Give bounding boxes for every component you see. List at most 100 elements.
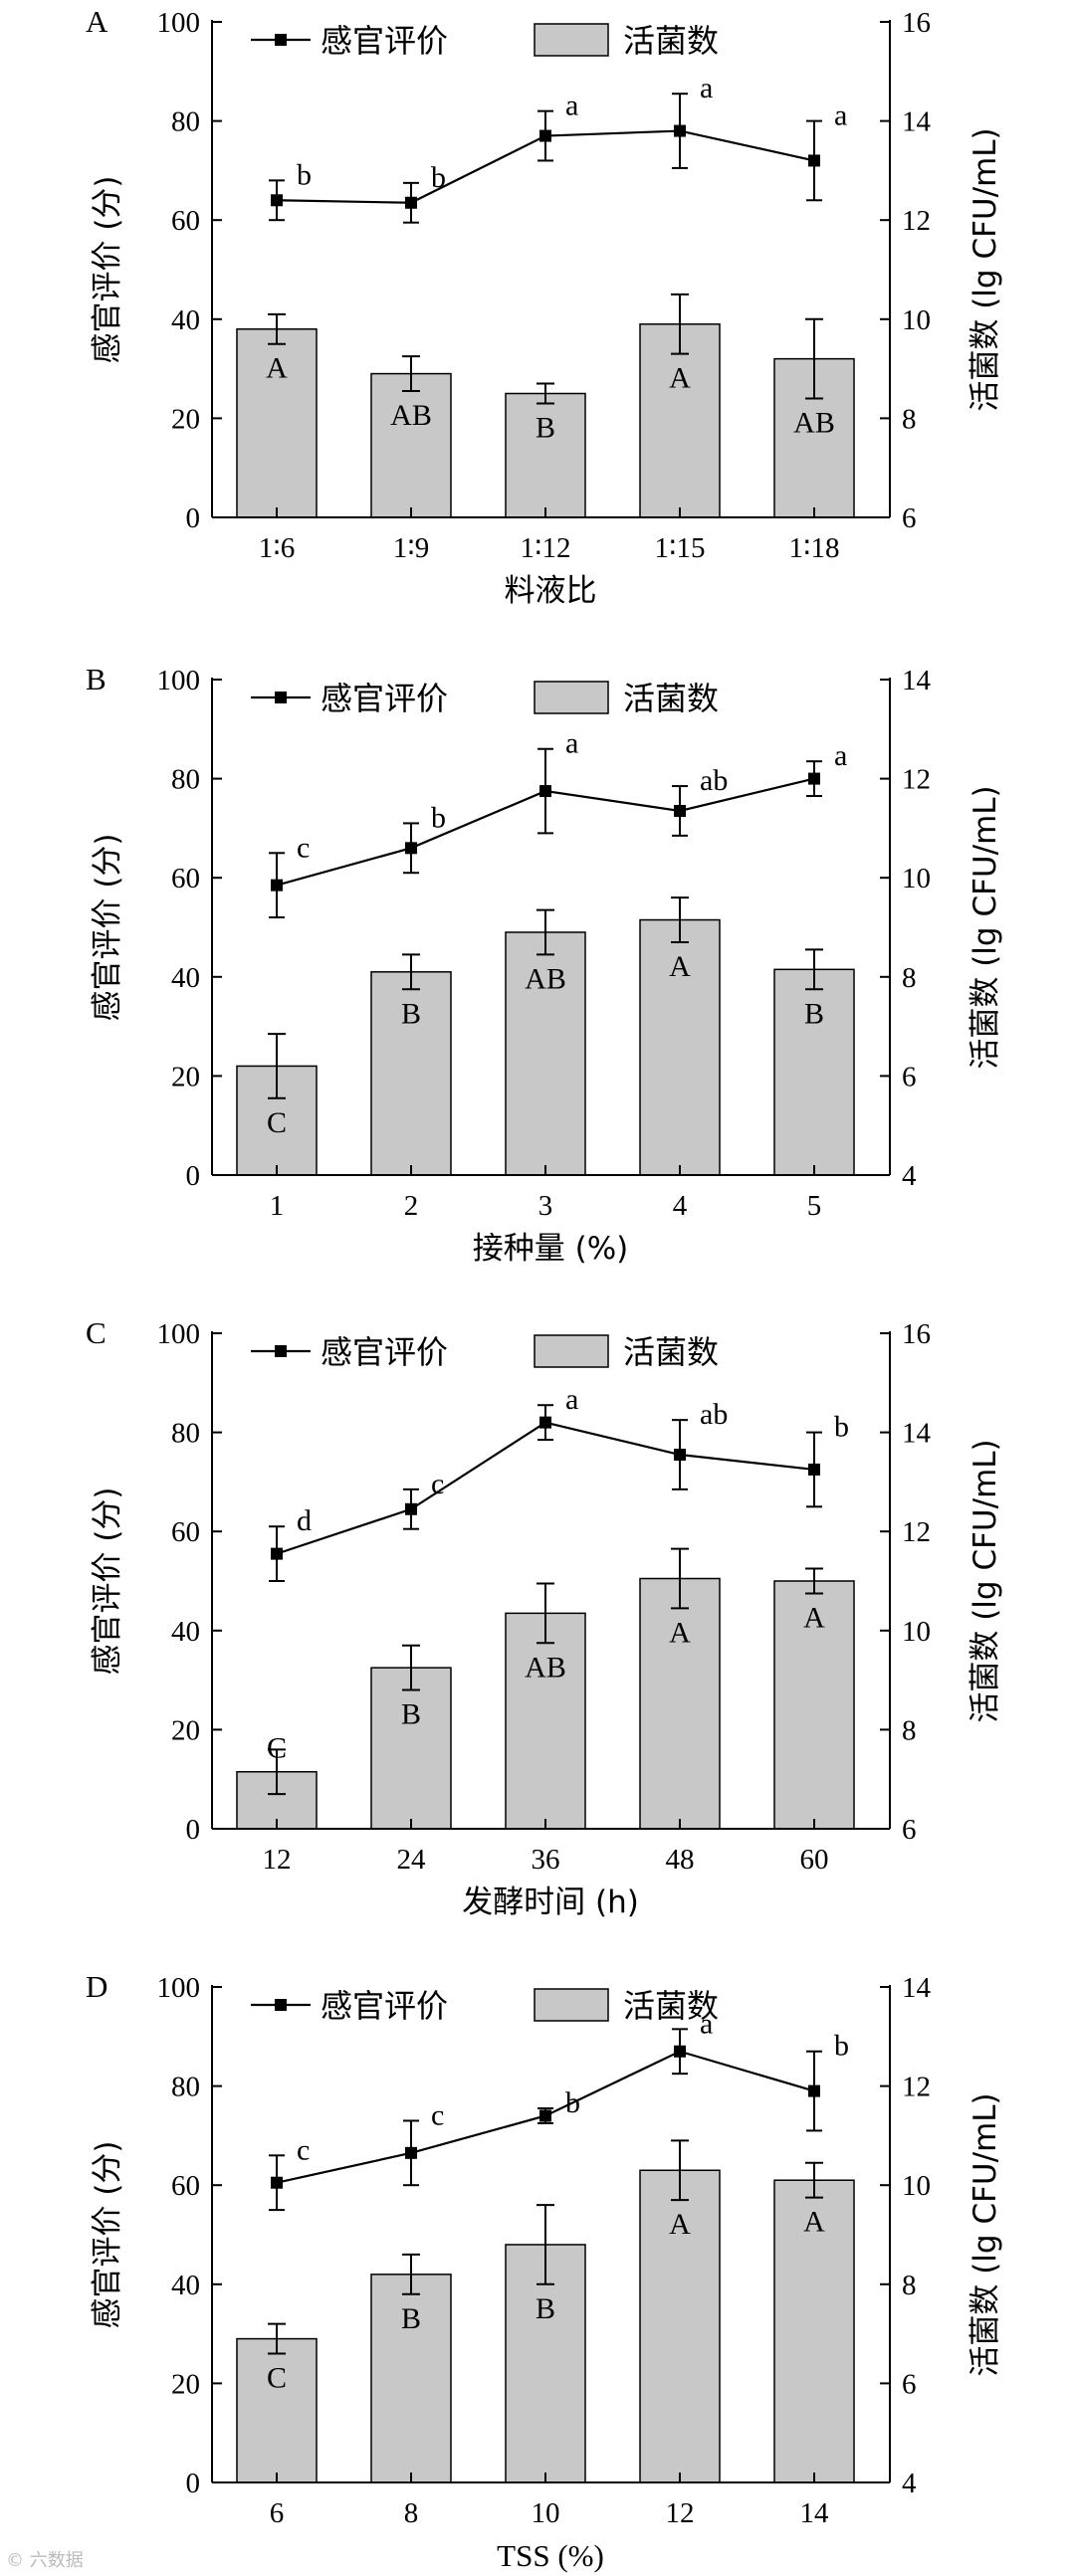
watermark: © 六数据 xyxy=(6,2550,84,2571)
legend-bar-label: 活菌数 xyxy=(623,680,719,717)
x-tick-label: 14 xyxy=(800,2497,830,2529)
line-point-1-0 xyxy=(271,879,283,892)
left-tick-label: 60 xyxy=(171,863,200,894)
legend-line-marker xyxy=(275,34,287,46)
bar-3-0 xyxy=(236,2337,318,2483)
legend-bar-label: 活菌数 xyxy=(623,1333,719,1371)
bar-sig-label: B xyxy=(401,2302,421,2335)
left-tick-label: 60 xyxy=(171,205,200,237)
legend-line-label: 感官评价 xyxy=(321,22,448,60)
x-tick-label: 10 xyxy=(532,2497,560,2529)
line-point-3-3 xyxy=(674,2045,686,2058)
line-point-0-4 xyxy=(808,154,820,167)
bar-sig-label: A xyxy=(803,1601,825,1634)
left-tick-label: 80 xyxy=(171,764,200,796)
line-sig-label: b xyxy=(834,2030,849,2063)
left-axis-title: 感官评价 (分) xyxy=(90,833,125,1021)
x-tick-label: 24 xyxy=(397,1844,427,1876)
right-tick-label: 16 xyxy=(902,1318,931,1350)
bar-sig-label: C xyxy=(267,1106,287,1139)
line-sig-label: c xyxy=(297,2133,310,2166)
line-point-0-3 xyxy=(674,124,686,137)
left-tick-label: 100 xyxy=(157,1318,201,1350)
line-series-2 xyxy=(276,1421,815,1555)
line-point-2-1 xyxy=(405,1502,417,1515)
left-tick-label: 100 xyxy=(157,665,201,696)
left-tick-label: 100 xyxy=(157,1972,201,2004)
right-tick-label: 14 xyxy=(902,665,932,696)
left-axis-title: 感官评价 (分) xyxy=(90,2140,125,2328)
right-tick-label: 6 xyxy=(902,1061,917,1092)
line-point-1-4 xyxy=(808,772,820,785)
line-sig-label: a xyxy=(700,72,713,104)
left-tick-label: 80 xyxy=(171,2072,200,2103)
right-axis-title: 活菌数 (lg CFU/mL) xyxy=(968,785,1003,1069)
bar-sig-label: A xyxy=(669,362,691,395)
bar-sig-label: AB xyxy=(525,1651,566,1684)
right-tick-label: 8 xyxy=(902,403,917,435)
x-tick-label: 48 xyxy=(666,1844,695,1876)
line-sig-label: a xyxy=(565,727,578,760)
bar-sig-label: A xyxy=(669,2208,691,2241)
line-sig-label: c xyxy=(297,831,310,864)
line-point-1-1 xyxy=(405,842,417,855)
right-tick-label: 8 xyxy=(902,2270,917,2301)
line-sig-label: b xyxy=(565,2086,580,2119)
x-axis-title: 料液比 xyxy=(505,573,597,609)
x-tick-label: 1∶6 xyxy=(259,532,296,564)
right-tick-label: 14 xyxy=(902,106,932,138)
right-tick-label: 16 xyxy=(902,7,931,39)
line-point-2-3 xyxy=(674,1449,686,1462)
legend-bar-swatch xyxy=(534,1988,609,2022)
panel-letter: B xyxy=(86,662,107,696)
left-tick-label: 60 xyxy=(171,2170,200,2202)
line-sig-label: a xyxy=(700,2007,713,2040)
bar-sig-label: A xyxy=(669,950,691,983)
right-tick-label: 14 xyxy=(902,1418,932,1450)
bar-1-3 xyxy=(639,918,721,1176)
x-tick-label: 12 xyxy=(263,1844,292,1876)
x-axis-title: 发酵时间 (h) xyxy=(462,1884,639,1920)
line-sig-label: a xyxy=(565,1383,578,1416)
left-tick-label: 20 xyxy=(171,1061,200,1092)
line-point-2-2 xyxy=(539,1416,551,1429)
right-tick-label: 10 xyxy=(902,2170,931,2202)
x-tick-label: 3 xyxy=(538,1190,553,1222)
left-tick-label: 80 xyxy=(171,1418,200,1450)
left-tick-label: 20 xyxy=(171,1714,200,1746)
x-tick-label: 8 xyxy=(404,2497,419,2529)
bar-1-1 xyxy=(370,971,452,1176)
line-sig-label: a xyxy=(834,739,847,772)
legend-bar-label: 活菌数 xyxy=(623,22,719,60)
line-point-3-2 xyxy=(539,2109,551,2122)
left-tick-label: 0 xyxy=(186,2468,201,2499)
bar-2-1 xyxy=(370,1667,452,1830)
legend-line-marker xyxy=(275,692,287,703)
bar-sig-label: AB xyxy=(793,406,835,439)
x-tick-label: 1∶15 xyxy=(654,532,705,564)
legend-line-label: 感官评价 xyxy=(321,1987,448,2025)
bar-sig-label: A xyxy=(803,2206,825,2239)
bar-sig-label: AB xyxy=(525,962,566,995)
line-sig-label: c xyxy=(431,2098,444,2131)
right-tick-label: 12 xyxy=(902,1516,931,1548)
line-sig-label: d xyxy=(297,1504,312,1537)
line-sig-label: b xyxy=(431,801,446,834)
legend-bar-swatch xyxy=(534,1334,609,1368)
left-tick-label: 40 xyxy=(171,962,200,994)
bar-sig-label: C xyxy=(267,2362,287,2395)
right-tick-label: 10 xyxy=(902,1616,931,1648)
left-tick-label: 100 xyxy=(157,7,201,39)
x-tick-label: 1∶9 xyxy=(393,532,430,564)
line-point-3-4 xyxy=(808,2084,820,2097)
bar-sig-label: B xyxy=(536,411,555,444)
bar-sig-label: A xyxy=(266,352,288,385)
bar-2-4 xyxy=(773,1580,855,1830)
right-tick-label: 6 xyxy=(902,1814,917,1846)
bar-0-1 xyxy=(370,372,452,518)
left-tick-label: 40 xyxy=(171,1616,200,1648)
left-tick-label: 60 xyxy=(171,1516,200,1548)
bar-1-0 xyxy=(236,1065,318,1176)
bar-2-3 xyxy=(639,1577,721,1830)
